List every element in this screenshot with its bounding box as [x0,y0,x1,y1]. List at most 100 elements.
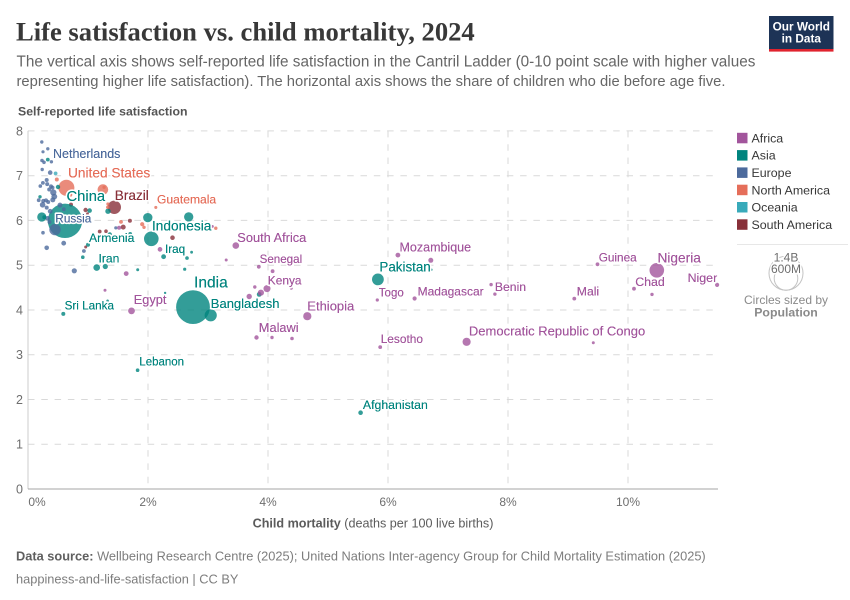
svg-text:Togo: Togo [379,288,404,300]
svg-text:Sri Lanka: Sri Lanka [65,300,115,313]
svg-text:Russia: Russia [55,212,91,226]
svg-text:Nigeria: Nigeria [658,251,702,266]
svg-text:Chad: Chad [635,275,665,289]
svg-text:Lesotho: Lesotho [381,332,424,346]
svg-text:Madagascar: Madagascar [418,284,484,298]
svg-text:Child mortality (deaths per 10: Child mortality (deaths per 100 live bir… [253,516,494,530]
svg-text:6%: 6% [379,495,397,509]
svg-text:Mozambique: Mozambique [400,240,472,254]
svg-text:South Africa: South Africa [237,230,307,245]
svg-text:Brazil: Brazil [115,188,149,203]
svg-text:China: China [67,189,106,205]
svg-text:representing higher life satis: representing higher life satisfaction). … [17,74,726,90]
svg-text:Ethiopia: Ethiopia [307,298,355,313]
svg-text:2: 2 [16,393,23,407]
svg-text:Nigeria: Nigeria [658,251,702,266]
svg-text:Malawi: Malawi [259,320,299,335]
svg-text:Our World: Our World [773,19,830,33]
svg-text:Madagascar: Madagascar [418,284,484,298]
svg-text:Indonesia: Indonesia [152,219,212,234]
svg-text:Iraq: Iraq [165,243,185,256]
svg-text:Europe: Europe [752,166,792,180]
svg-text:happiness-and-life-satisfactio: happiness-and-life-satisfaction | CC BY [16,572,239,587]
svg-text:Oceania: Oceania [752,201,798,215]
svg-text:Iraq: Iraq [165,243,185,256]
svg-text:Chad: Chad [635,275,665,289]
svg-text:Africa: Africa [752,131,784,145]
svg-text:Mali: Mali [577,284,599,298]
svg-text:5: 5 [16,259,23,273]
svg-text:4%: 4% [259,495,277,509]
svg-text:Sri Lanka: Sri Lanka [65,300,115,313]
svg-text:Population: Population [754,306,818,320]
svg-text:Mozambique: Mozambique [400,240,472,254]
svg-text:Niger: Niger [688,271,718,285]
svg-text:Kenya: Kenya [268,274,302,288]
svg-text:Asia: Asia [752,149,776,163]
svg-text:Self-reported life satisfactio: Self-reported life satisfaction [18,104,187,118]
svg-text:Benin: Benin [495,280,526,294]
svg-text:Indonesia: Indonesia [152,219,212,234]
svg-text:7: 7 [16,169,23,183]
svg-text:Lebanon: Lebanon [139,356,184,368]
svg-text:Egypt: Egypt [134,292,167,307]
svg-text:Iran: Iran [99,251,120,265]
svg-text:Bangladesh: Bangladesh [211,296,280,311]
svg-text:The vertical axis shows self-r: The vertical axis shows self-reported li… [17,53,756,70]
svg-text:Afghanistan: Afghanistan [363,398,428,412]
svg-text:1: 1 [16,438,23,452]
svg-text:South America: South America [752,218,833,232]
svg-text:Guatemala: Guatemala [157,193,216,207]
svg-text:Senegal: Senegal [260,253,303,266]
svg-text:Pakistan: Pakistan [379,259,430,274]
svg-text:0%: 0% [28,495,46,509]
svg-text:Circles sized by: Circles sized by [744,293,828,307]
svg-text:Ethiopia: Ethiopia [307,298,355,313]
svg-text:4: 4 [16,303,23,317]
svg-text:Data source: Wellbeing Researc: Data source: Wellbeing Research Centre (… [16,549,706,564]
svg-text:Malawi: Malawi [259,320,299,335]
svg-text:3: 3 [16,348,23,362]
svg-text:Armenia: Armenia [89,231,135,245]
svg-text:600M: 600M [771,262,801,276]
svg-text:China: China [67,189,106,205]
svg-text:Pakistan: Pakistan [379,259,430,274]
svg-text:South Africa: South Africa [237,230,307,245]
svg-text:Life satisfaction vs. child mo: Life satisfaction vs. child mortality, 2… [16,17,475,47]
svg-text:Guinea: Guinea [599,251,637,265]
svg-text:Senegal: Senegal [260,253,303,266]
svg-text:Niger: Niger [688,271,718,285]
svg-text:India: India [194,275,228,292]
svg-text:Iran: Iran [99,251,120,265]
svg-text:Lesotho: Lesotho [381,332,424,346]
svg-text:2%: 2% [139,495,157,509]
svg-text:Netherlands: Netherlands [53,147,120,161]
svg-text:Afghanistan: Afghanistan [363,398,428,412]
svg-text:Armenia: Armenia [89,231,135,245]
svg-text:8: 8 [16,124,23,138]
svg-text:1.4B: 1.4B [774,251,799,265]
svg-text:Togo: Togo [379,288,404,300]
svg-text:0: 0 [16,482,23,496]
svg-text:Netherlands: Netherlands [53,147,120,161]
svg-text:Democratic Republic of Congo: Democratic Republic of Congo [469,324,645,339]
svg-text:Guinea: Guinea [599,251,637,265]
svg-text:Kenya: Kenya [268,274,302,288]
svg-text:Guatemala: Guatemala [157,193,216,207]
svg-text:Russia: Russia [55,212,91,226]
svg-text:North America: North America [752,183,831,197]
svg-text:Democratic Republic of Congo: Democratic Republic of Congo [469,324,645,339]
svg-text:Benin: Benin [495,280,526,294]
svg-text:8%: 8% [499,495,517,509]
svg-text:Egypt: Egypt [134,292,167,307]
svg-text:India: India [194,275,228,292]
svg-text:United States: United States [68,165,150,180]
svg-text:Brazil: Brazil [115,188,149,203]
svg-text:in Data: in Data [782,31,822,45]
svg-text:Mali: Mali [577,284,599,298]
svg-text:10%: 10% [616,495,640,509]
svg-text:6: 6 [16,214,23,228]
svg-text:Bangladesh: Bangladesh [211,296,280,311]
svg-text:United States: United States [68,165,150,180]
svg-text:Lebanon: Lebanon [139,356,184,368]
